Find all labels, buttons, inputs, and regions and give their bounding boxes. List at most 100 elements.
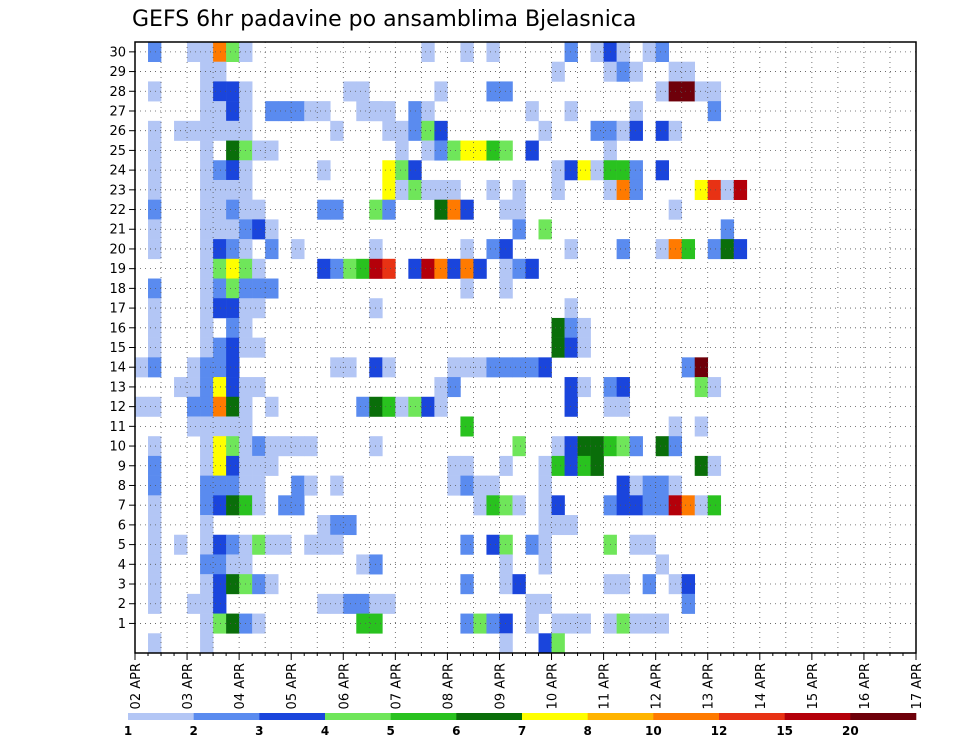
heatmap-cell — [486, 140, 500, 161]
y-tick-label: 15 — [109, 341, 126, 356]
heatmap-cell — [460, 258, 474, 279]
heatmap-cell — [148, 515, 162, 536]
colorbar-label: 7 — [518, 724, 526, 738]
heatmap-cell — [421, 396, 435, 417]
heatmap-cell — [564, 436, 578, 457]
heatmap-cell — [226, 574, 240, 595]
heatmap-cell — [200, 455, 214, 476]
heatmap-cell — [486, 475, 500, 496]
heatmap-cell — [447, 258, 461, 279]
heatmap-cell — [291, 475, 305, 496]
heatmap-cell — [564, 396, 578, 417]
heatmap-cell — [200, 199, 214, 220]
heatmap-cell — [252, 140, 266, 161]
heatmap-cell — [616, 179, 630, 200]
heatmap-cell — [421, 101, 435, 122]
heatmap-cell — [499, 239, 513, 260]
heatmap-cell — [720, 219, 735, 240]
heatmap-cell — [447, 140, 461, 161]
grid-lines — [135, 42, 917, 653]
heatmap-cell — [551, 317, 565, 338]
heatmap-cell — [382, 199, 396, 220]
heatmap-cell — [265, 101, 279, 122]
heatmap-cell — [226, 298, 240, 319]
heatmap-cell — [564, 239, 578, 260]
y-tick-label: 25 — [109, 144, 126, 159]
heatmap-cell — [551, 633, 565, 654]
heatmap-cell — [382, 357, 396, 378]
heatmap-cell — [265, 574, 279, 595]
heatmap-cell — [681, 574, 696, 595]
heatmap-cell — [460, 140, 474, 161]
heatmap-cell — [395, 120, 409, 141]
heatmap-cell — [525, 140, 539, 161]
heatmap-cell — [551, 61, 565, 82]
heatmap-cell — [226, 396, 240, 417]
y-tick-label: 13 — [109, 380, 126, 395]
x-tick-label: 14 APR — [754, 663, 769, 709]
heatmap-cell — [213, 239, 227, 260]
heatmap-cell — [226, 140, 240, 161]
y-tick-label: 24 — [109, 164, 126, 179]
heatmap-cell — [291, 495, 305, 516]
heatmap-cell — [538, 633, 552, 654]
heatmap-cell — [187, 357, 201, 378]
heatmap-cell — [655, 475, 669, 496]
colorbar-label: 3 — [255, 724, 263, 738]
heatmap-cell — [356, 554, 370, 575]
heatmap-cell — [148, 633, 162, 654]
heatmap-cell — [148, 179, 162, 200]
heatmap-cell — [200, 416, 214, 437]
heatmap-cell — [434, 179, 448, 200]
heatmap-cell — [447, 179, 461, 200]
colorbar-swatch — [719, 713, 785, 720]
heatmap-cell — [148, 534, 162, 555]
heatmap-cell — [213, 337, 227, 358]
heatmap-cell — [148, 574, 162, 595]
heatmap-cell — [629, 101, 643, 122]
heatmap-cells — [135, 42, 748, 654]
heatmap-cell — [616, 42, 630, 63]
heatmap-cell — [655, 554, 669, 575]
heatmap-cell — [421, 140, 435, 161]
heatmap-cell — [616, 61, 630, 82]
heatmap-cell — [486, 495, 500, 516]
y-tick-label: 30 — [109, 45, 126, 60]
heatmap-cell — [200, 377, 214, 398]
heatmap-cell — [616, 160, 630, 181]
heatmap-cell — [616, 475, 630, 496]
heatmap-cell — [226, 475, 240, 496]
heatmap-cell — [447, 475, 461, 496]
heatmap-cell — [564, 613, 578, 634]
heatmap-cell — [460, 278, 474, 299]
heatmap-cell — [707, 101, 722, 122]
heatmap-cell — [148, 160, 162, 181]
heatmap-cell — [252, 199, 266, 220]
heatmap-cell — [200, 436, 214, 457]
heatmap-cell — [655, 81, 669, 102]
x-tick-label: 02 APR — [129, 663, 144, 709]
heatmap-cell — [460, 613, 474, 634]
heatmap-cell — [226, 534, 240, 555]
heatmap-cell — [317, 593, 331, 614]
heatmap-cell — [213, 160, 227, 181]
colorbar-label: 12 — [711, 724, 728, 738]
heatmap-cell — [434, 258, 448, 279]
heatmap-cell — [200, 298, 214, 319]
colorbar-swatch — [653, 713, 720, 720]
heatmap-cell — [148, 357, 162, 378]
heatmap-cell — [200, 179, 214, 200]
heatmap-cell — [382, 593, 396, 614]
heatmap-cell — [200, 239, 214, 260]
heatmap-cell — [694, 81, 709, 102]
heatmap-cell — [343, 593, 357, 614]
heatmap-cell — [265, 140, 279, 161]
y-tick-label: 17 — [109, 302, 126, 317]
heatmap-cell — [187, 396, 201, 417]
heatmap-cell — [135, 357, 149, 378]
heatmap-cell — [616, 120, 630, 141]
heatmap-cell — [564, 377, 578, 398]
heatmap-cell — [200, 593, 214, 614]
heatmap-cell — [616, 574, 630, 595]
y-tick-label: 7 — [118, 499, 126, 514]
